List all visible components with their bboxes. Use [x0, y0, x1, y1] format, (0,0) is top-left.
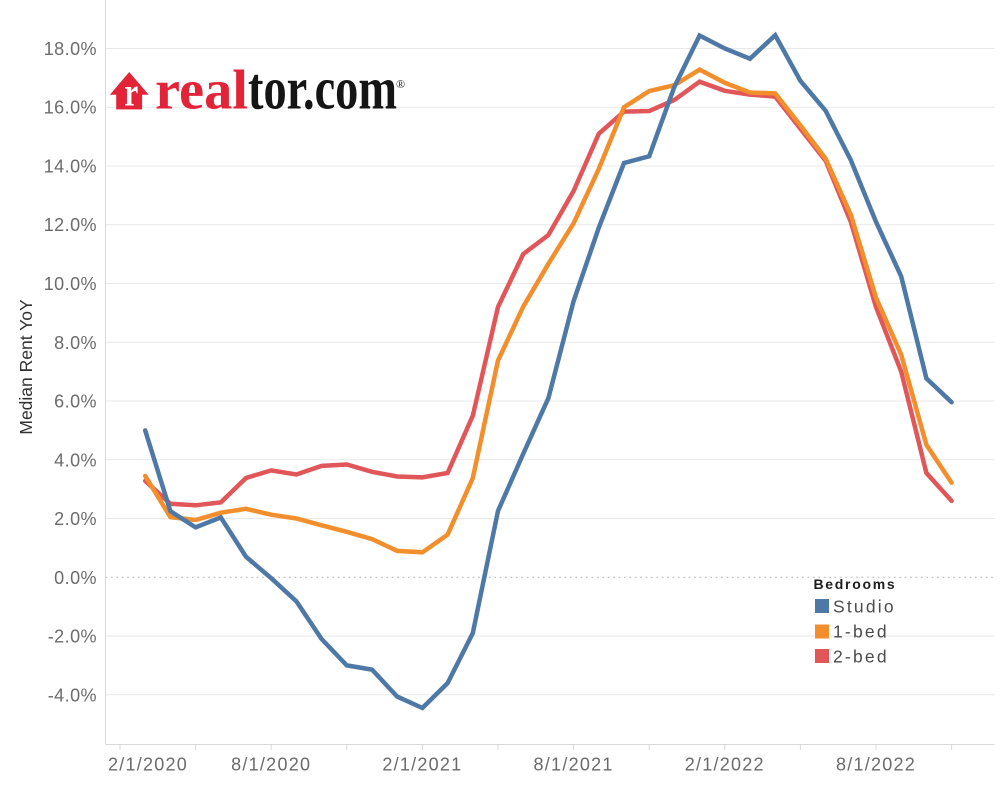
svg-text:2/1/2021: 2/1/2021 [382, 754, 462, 774]
svg-text:-2.0%: -2.0% [48, 627, 97, 647]
svg-text:8.0%: 8.0% [54, 333, 97, 353]
svg-text:r: r [124, 70, 138, 115]
svg-text:18.0%: 18.0% [44, 39, 97, 59]
svg-text:8/1/2022: 8/1/2022 [836, 754, 916, 774]
svg-text:Bedrooms: Bedrooms [814, 576, 897, 592]
svg-text:8/1/2020: 8/1/2020 [231, 754, 311, 774]
svg-text:2-bed: 2-bed [833, 646, 889, 666]
svg-text:2.0%: 2.0% [54, 509, 97, 529]
svg-text:16.0%: 16.0% [44, 98, 97, 118]
svg-text:14.0%: 14.0% [44, 157, 97, 177]
svg-text:®: ® [396, 77, 405, 91]
svg-text:real: real [155, 60, 248, 122]
svg-text:Studio: Studio [833, 596, 896, 616]
svg-text:8/1/2021: 8/1/2021 [534, 754, 614, 774]
svg-text:12.0%: 12.0% [44, 215, 97, 235]
svg-text:2/1/2020: 2/1/2020 [108, 754, 188, 774]
svg-text:-4.0%: -4.0% [48, 685, 97, 705]
svg-text:0.0%: 0.0% [54, 568, 97, 588]
svg-text:tor.com: tor.com [248, 56, 397, 122]
svg-text:Median Rent YoY: Median Rent YoY [16, 299, 36, 435]
svg-text:4.0%: 4.0% [54, 450, 97, 470]
svg-text:10.0%: 10.0% [44, 274, 97, 294]
svg-text:2/1/2022: 2/1/2022 [685, 754, 765, 774]
svg-text:6.0%: 6.0% [54, 392, 97, 412]
svg-text:1-bed: 1-bed [833, 622, 889, 642]
